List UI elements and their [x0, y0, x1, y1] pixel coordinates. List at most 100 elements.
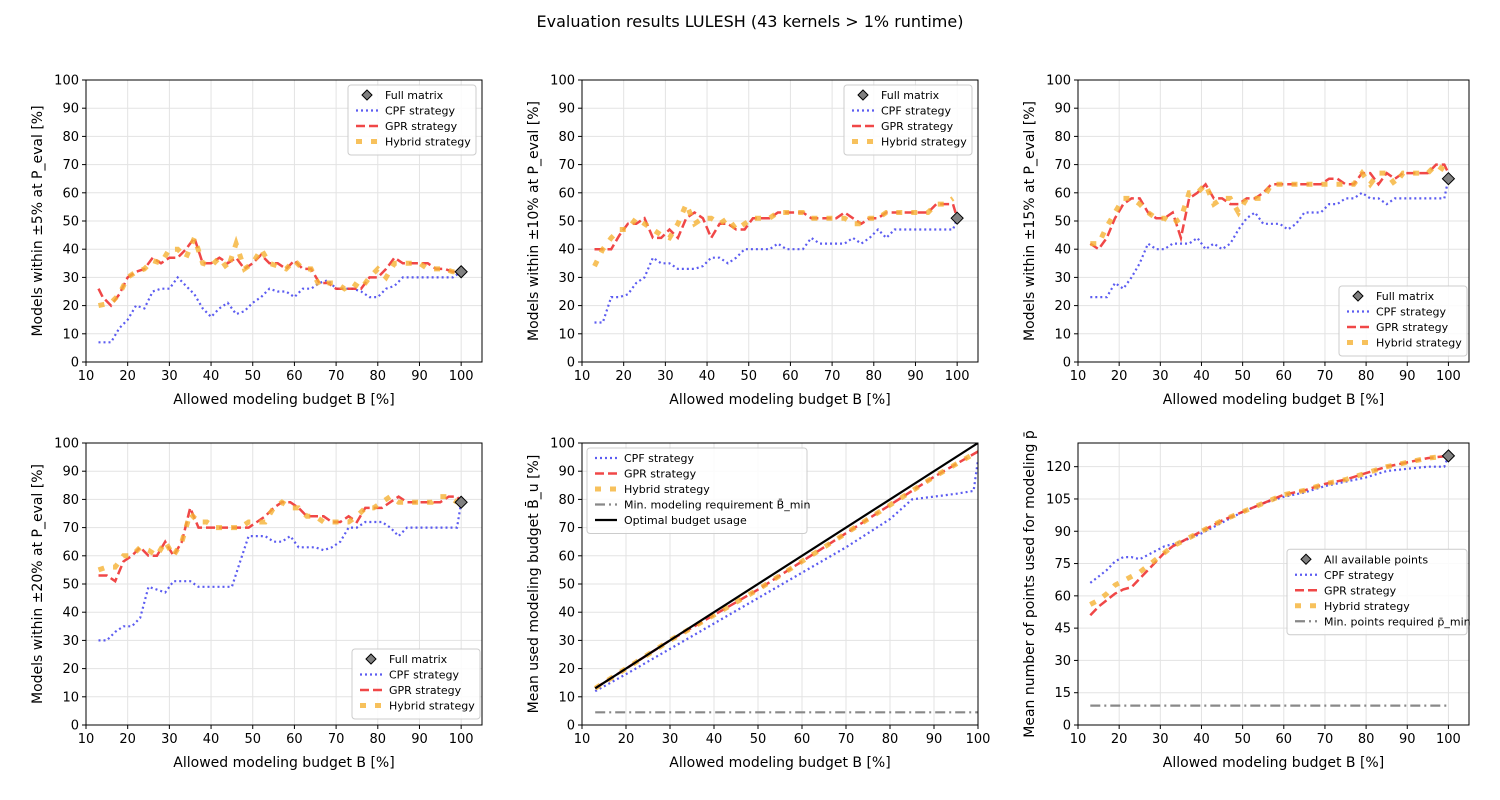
y-tick-label: 10: [1054, 327, 1071, 342]
legend-label: Hybrid strategy: [881, 136, 967, 149]
legend-entry: Hybrid strategy: [1295, 600, 1410, 613]
y-tick-label: 60: [558, 549, 575, 564]
x-tick-label: 40: [203, 732, 220, 747]
series-group: [593, 443, 978, 714]
x-tick-label: 60: [1276, 732, 1293, 747]
legend-label: CPF strategy: [389, 669, 460, 682]
x-tick-label: 70: [1317, 732, 1334, 747]
axes-frame: [1077, 442, 1470, 726]
x-tick-label: 40: [706, 732, 723, 747]
y-tick-label: 50: [1054, 215, 1071, 230]
x-tick-label: 50: [740, 369, 757, 384]
y-tick-label: 10: [558, 690, 575, 705]
x-tick-label: 90: [926, 732, 943, 747]
y-tick-label: 100: [550, 74, 575, 89]
y-tick-label: 90: [1054, 525, 1071, 540]
y-tick-label: 0: [1063, 356, 1071, 371]
y-tick-label: 60: [62, 549, 79, 564]
x-tick-label: 30: [161, 369, 178, 384]
legend-label: Hybrid strategy: [624, 483, 710, 496]
legend-entry: Optimal budget usage: [595, 514, 747, 527]
y-axis-label: Mean used modeling budget B̄_u [%]: [524, 455, 542, 714]
x-axis-label: Allowed modeling budget B [%]: [173, 755, 394, 771]
x-axis-label: Allowed modeling budget B [%]: [1163, 755, 1384, 771]
series-group: [592, 196, 959, 324]
x-tick-label: 10: [1070, 732, 1087, 747]
legend-label: GPR strategy: [1324, 584, 1397, 597]
series-group: [97, 493, 463, 642]
legend-entry: GPR strategy: [852, 120, 954, 133]
y-tick-label: 75: [1054, 557, 1071, 572]
y-tick-label: 30: [1054, 271, 1071, 286]
legend-box: [843, 84, 973, 156]
y-tick-label: 30: [62, 634, 79, 649]
x-tick-label: 50: [244, 369, 261, 384]
x-tick-label: 100: [1436, 369, 1461, 384]
x-tick-label: 10: [574, 369, 591, 384]
x-tick-label: 80: [370, 369, 387, 384]
legend-entry: CPF strategy: [1347, 306, 1447, 319]
legend: Full matrix CPF strategy GPR strategy Hybri…: [843, 84, 973, 156]
y-tick-label: 90: [558, 102, 575, 117]
legend-entry: GPR strategy: [1295, 584, 1397, 597]
y-tick-label: 100: [54, 74, 79, 89]
x-tick-label: 100: [449, 369, 474, 384]
chart-panel-5: 10 20 30 40 50 60 70 80 90 1000102030405060708090…: [524, 437, 990, 772]
series-line-cpf: [594, 217, 959, 324]
y-tick-label: 120: [1046, 460, 1071, 475]
y-tick-label: 70: [1054, 158, 1071, 173]
legend-box: [351, 648, 481, 720]
legend-label: Full matrix: [881, 89, 940, 102]
y-tick-label: 0: [1063, 719, 1071, 734]
y-tick-label: 100: [1046, 74, 1071, 89]
x-tick-label: 50: [1234, 732, 1251, 747]
legend-label: Hybrid strategy: [1324, 600, 1410, 613]
legend: CPF strategy GPR strategy Hybrid strategy M…: [586, 447, 810, 534]
y-tick-label: 40: [62, 243, 79, 258]
legend-label: GPR strategy: [881, 120, 954, 133]
y-tick-label: 0: [71, 356, 79, 371]
y-tick-label: 20: [62, 662, 79, 677]
y-tick-label: 50: [62, 215, 79, 230]
x-axis-label: Allowed modeling budget B [%]: [669, 755, 890, 771]
y-tick-label: 50: [558, 578, 575, 593]
x-tick-label: 90: [907, 369, 924, 384]
x-tick-label: 60: [794, 732, 811, 747]
y-tick-label: 0: [567, 719, 575, 734]
y-tick-label: 70: [62, 521, 79, 536]
legend-box: [1286, 548, 1468, 636]
legend-entry: CPF strategy: [852, 105, 952, 118]
full-matrix-marker: [1441, 171, 1456, 186]
legend-label: Hybrid strategy: [1376, 337, 1462, 350]
x-tick-label: 60: [286, 732, 303, 747]
x-tick-label: 70: [838, 732, 855, 747]
legend-entry: Hybrid strategy: [1347, 337, 1462, 350]
y-tick-label: 80: [558, 493, 575, 508]
series-line-hybrid: [97, 493, 459, 573]
y-tick-label: 70: [558, 521, 575, 536]
y-tick-label: 40: [558, 606, 575, 621]
y-tick-label: 60: [1054, 186, 1071, 201]
series-line-hybrid: [1090, 161, 1446, 247]
chart-panel-3: 10 20 30 40 50 60 70 80 90 1000102030405060708090…: [1022, 74, 1470, 408]
x-tick-label: 90: [1399, 732, 1416, 747]
series-line-gpr: [594, 450, 978, 690]
x-tick-label: 40: [699, 369, 716, 384]
legend: All available points CPF strategy GPR stra…: [1286, 548, 1471, 636]
x-tick-label: 90: [411, 369, 428, 384]
legend-entry: GPR strategy: [1347, 321, 1449, 334]
legend-entry: GPR strategy: [595, 468, 697, 481]
legend-entry: Full matrix: [365, 653, 448, 666]
x-tick-label: 70: [328, 732, 345, 747]
y-tick-label: 10: [62, 690, 79, 705]
legend-marker: [361, 89, 373, 101]
legend-label: CPF strategy: [385, 105, 456, 118]
legend-entry: CPF strategy: [595, 452, 695, 465]
y-tick-label: 20: [558, 662, 575, 677]
x-tick-label: 100: [449, 732, 474, 747]
x-tick-label: 40: [1193, 732, 1210, 747]
legend-label: All available points: [1324, 553, 1428, 566]
legend-marker: [1352, 290, 1364, 302]
y-tick-label: 90: [558, 465, 575, 480]
x-tick-label: 50: [244, 732, 261, 747]
